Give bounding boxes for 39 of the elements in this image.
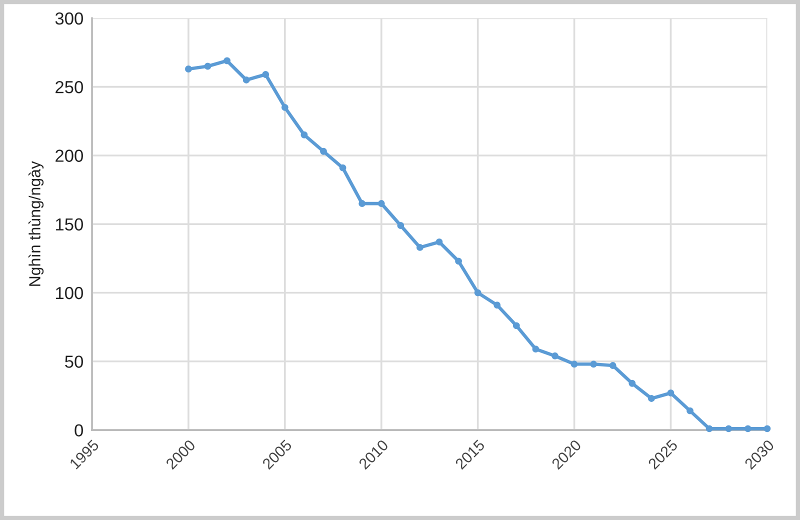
point	[686, 407, 694, 414]
point	[609, 362, 616, 369]
point	[764, 425, 771, 432]
point	[184, 66, 192, 72]
point	[262, 71, 270, 78]
point	[416, 244, 424, 251]
y-tick-label: 250	[56, 81, 83, 94]
point	[358, 200, 366, 207]
point	[300, 131, 308, 138]
y-tick-label: 200	[56, 150, 83, 162]
point	[648, 394, 655, 402]
point	[494, 302, 501, 309]
y-tick-label: 0	[74, 424, 83, 436]
y-axis-title: Nghìn thùng/ngày	[28, 161, 44, 286]
y-tick-label: 150	[56, 218, 83, 231]
point	[570, 360, 578, 368]
point	[552, 352, 558, 360]
point	[455, 258, 462, 265]
point	[320, 148, 327, 155]
y-tick-label: 300	[55, 12, 83, 25]
point	[474, 289, 482, 296]
y-tick-label: 100	[56, 286, 83, 300]
point	[667, 390, 674, 396]
point	[339, 164, 346, 172]
point	[436, 238, 443, 246]
point	[706, 425, 713, 432]
point	[590, 360, 598, 368]
point	[628, 380, 636, 387]
point	[397, 222, 404, 229]
point	[512, 322, 520, 330]
point	[532, 346, 540, 353]
point	[242, 76, 250, 84]
point	[725, 425, 732, 432]
point	[378, 200, 385, 207]
point	[281, 104, 288, 111]
y-tick-label: 50	[65, 356, 83, 368]
point	[744, 425, 752, 432]
point	[204, 62, 212, 70]
point	[224, 57, 231, 64]
